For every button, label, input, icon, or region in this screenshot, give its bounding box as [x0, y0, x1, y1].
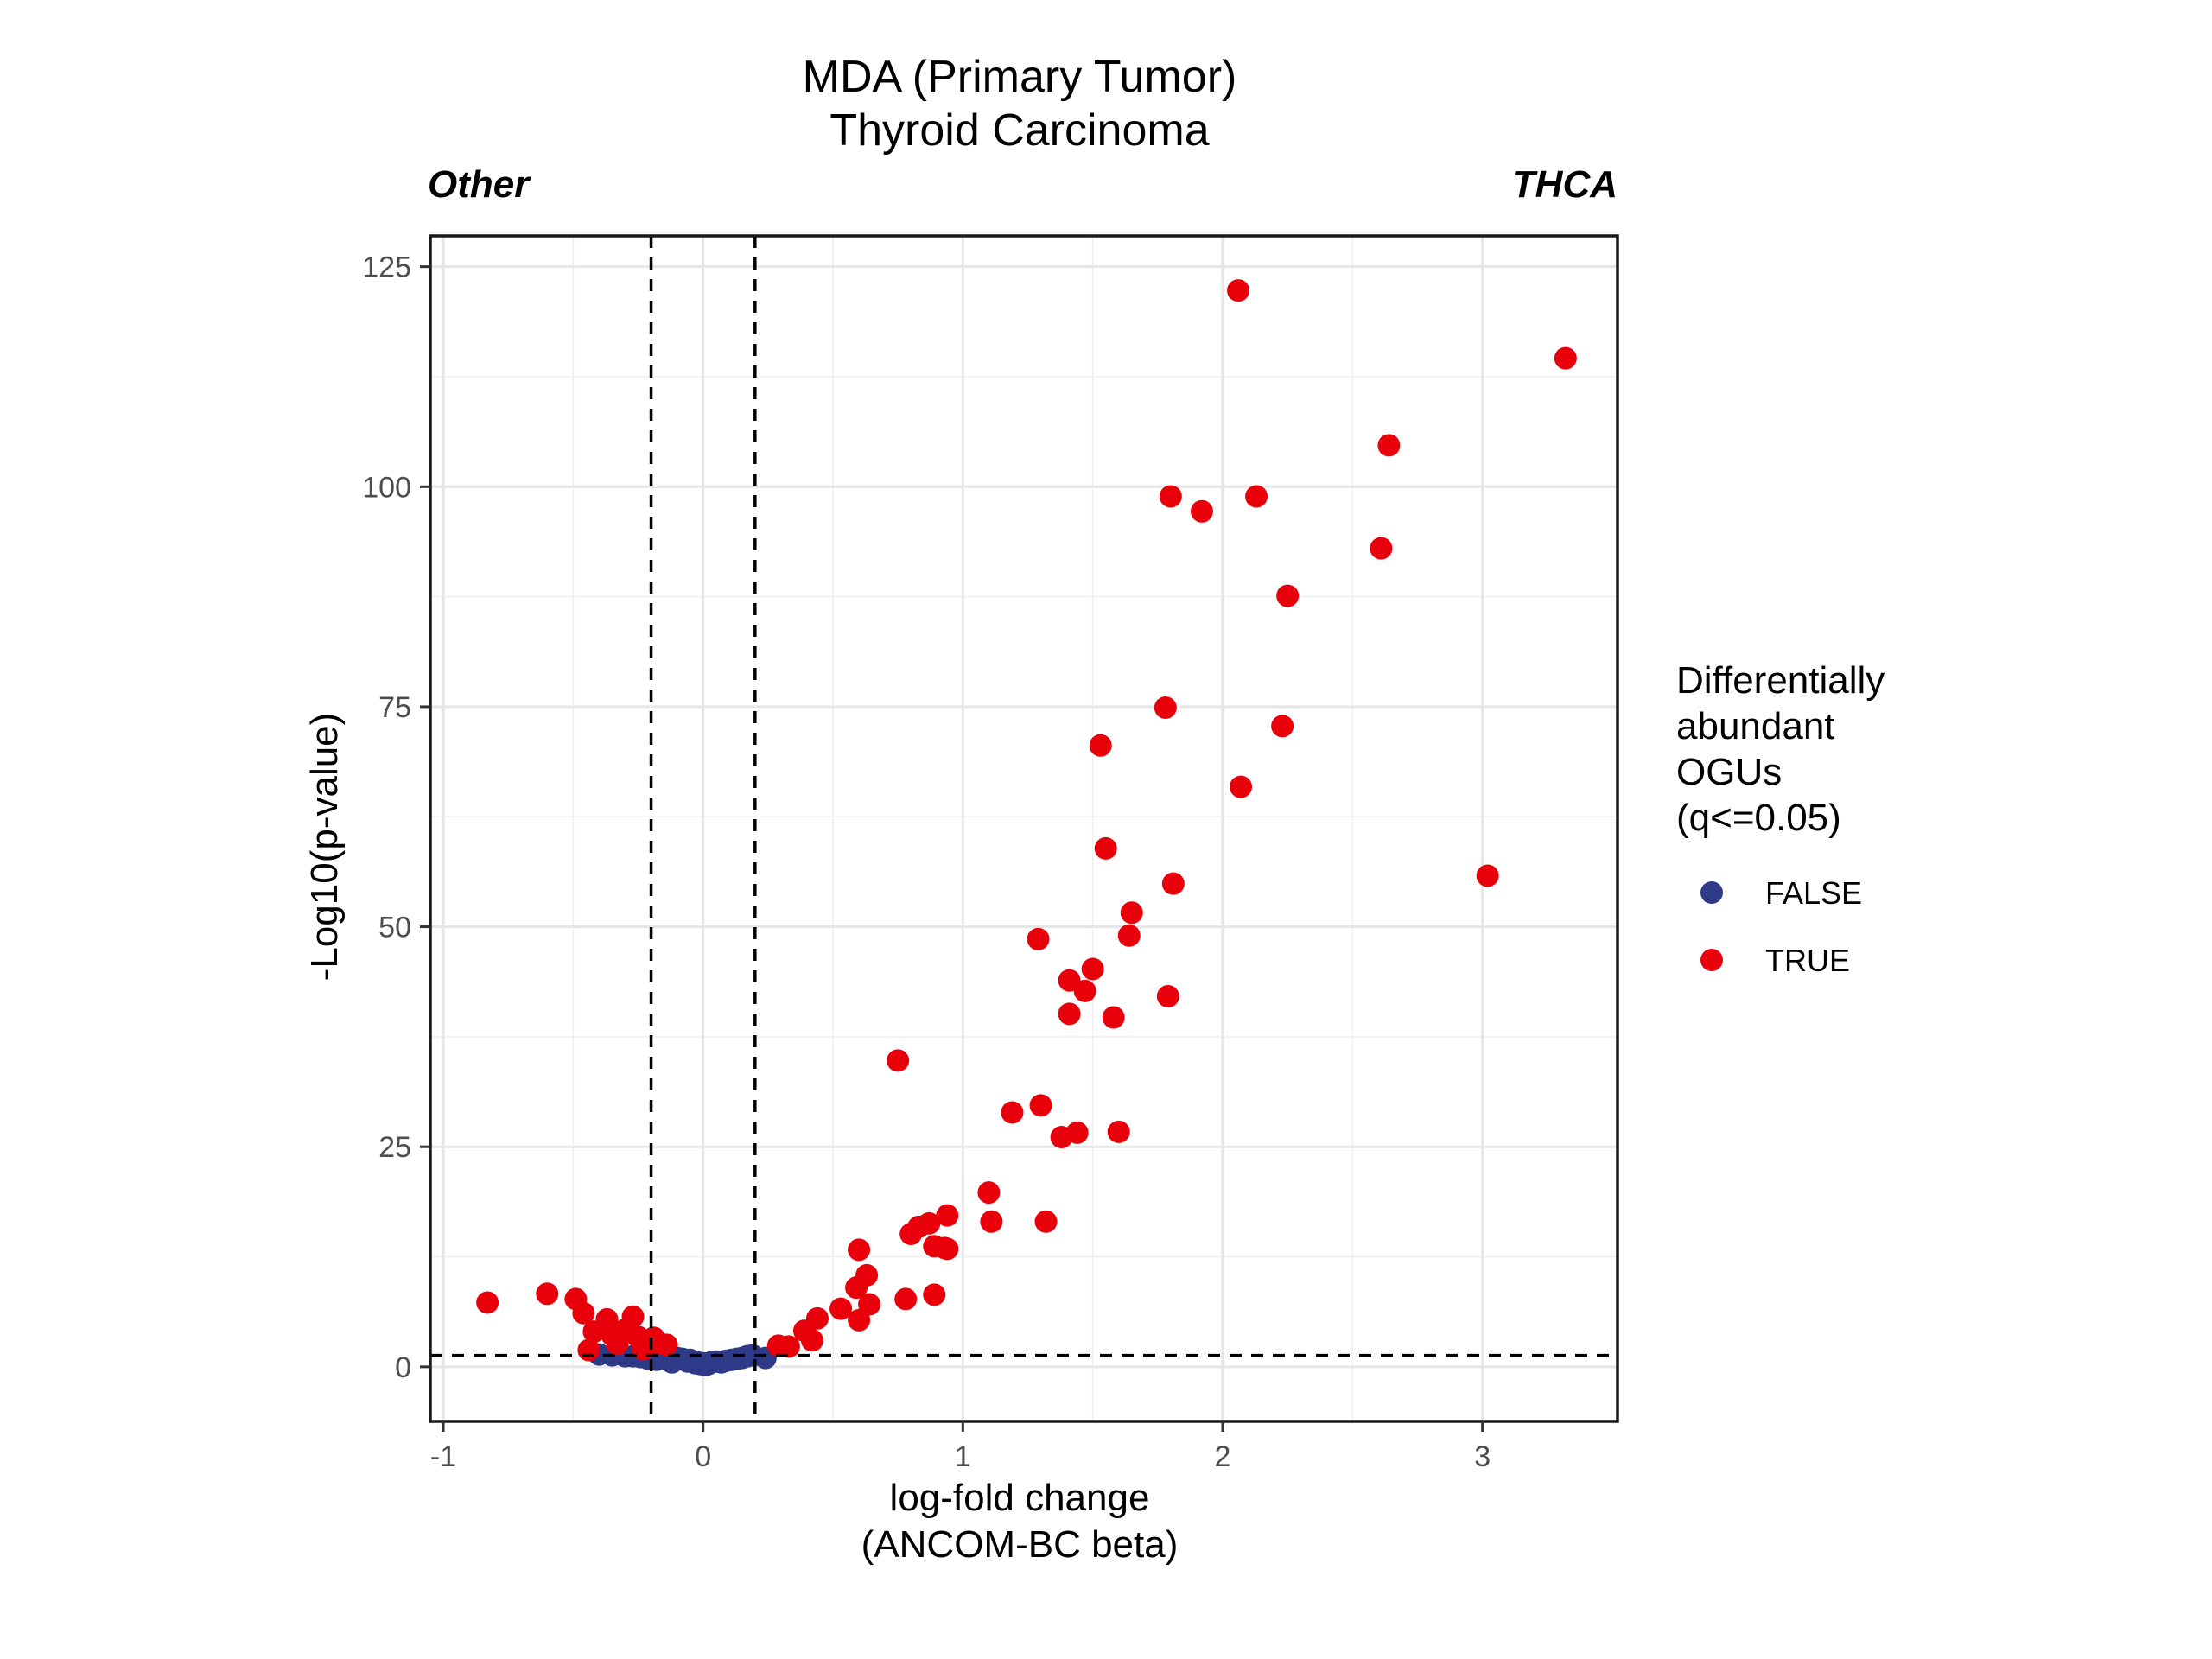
legend: Differentially abundant OGUs (q<=0.05) F… — [1676, 659, 1885, 978]
point-true — [536, 1282, 559, 1306]
x-tick-label: 1 — [955, 1440, 971, 1473]
point-true — [1156, 985, 1179, 1008]
point-true — [918, 1211, 941, 1235]
point-true — [1120, 901, 1143, 925]
series-true — [476, 279, 1577, 1362]
point-true — [1029, 1094, 1052, 1117]
point-true — [848, 1308, 871, 1332]
point-true — [1117, 924, 1141, 947]
point-true — [1107, 1120, 1130, 1143]
point-true — [572, 1301, 595, 1325]
axes: -1 0 1 2 3 0 25 50 75 100 125 — [362, 251, 1491, 1473]
point-true — [1058, 1002, 1081, 1026]
chart-titles: MDA (Primary Tumor) Thyroid Carcinoma Ot… — [428, 52, 1618, 206]
point-true — [1159, 485, 1182, 508]
point-true — [1230, 775, 1253, 798]
point-true — [830, 1297, 853, 1320]
point-true — [655, 1333, 678, 1357]
point-true — [1081, 957, 1104, 981]
point-true — [1190, 499, 1213, 523]
point-true — [621, 1305, 645, 1328]
legend-key-false — [1700, 881, 1723, 904]
left-group-label: Other — [428, 163, 531, 206]
point-true — [1073, 979, 1096, 1002]
point-true — [1094, 836, 1117, 860]
point-true — [1154, 696, 1177, 719]
point-true — [887, 1049, 910, 1072]
point-true — [855, 1263, 879, 1287]
y-tick-label: 100 — [362, 471, 411, 504]
point-true — [1102, 1006, 1125, 1029]
point-true — [1276, 584, 1300, 607]
right-group-label: THCA — [1512, 163, 1618, 206]
point-true — [1034, 1210, 1058, 1233]
point-true — [1377, 434, 1401, 457]
legend-title-line3: OGUs — [1676, 751, 1782, 793]
data-points — [476, 279, 1577, 1376]
legend-label-false: FALSE — [1765, 875, 1862, 911]
point-true — [805, 1306, 829, 1330]
threshold-lines — [430, 236, 1618, 1421]
y-tick-label: 0 — [395, 1351, 411, 1384]
point-true — [1161, 872, 1185, 895]
point-true — [1476, 864, 1499, 887]
x-axis-title-line1: log-fold change — [890, 1477, 1150, 1519]
y-axis-title: -Log10(p-value) — [303, 713, 346, 982]
y-tick-label: 125 — [362, 251, 411, 284]
point-true — [1554, 346, 1577, 370]
x-axis-title-line2: (ANCOM-BC beta) — [861, 1523, 1179, 1566]
chart-subtitle: Thyroid Carcinoma — [830, 105, 1209, 156]
point-true — [858, 1293, 881, 1316]
point-true — [1065, 1121, 1089, 1144]
x-tick-label: 0 — [695, 1440, 711, 1473]
x-tick-label: -1 — [430, 1440, 456, 1473]
point-true — [1227, 279, 1250, 302]
plot-panel-border — [429, 234, 1619, 1423]
axis-titles: log-fold change (ANCOM-BC beta) -Log10(p… — [303, 713, 1178, 1566]
point-true — [923, 1283, 946, 1306]
point-true — [980, 1210, 1003, 1233]
point-true — [894, 1287, 918, 1311]
legend-key-true — [1700, 949, 1723, 971]
point-true — [1271, 715, 1294, 738]
x-tick-label: 2 — [1215, 1440, 1231, 1473]
point-true — [977, 1181, 1001, 1205]
y-tick-label: 75 — [378, 691, 411, 724]
grid — [430, 236, 1618, 1421]
legend-title-line2: abundant — [1676, 705, 1835, 747]
y-tick-label: 25 — [378, 1131, 411, 1164]
x-tick-label: 3 — [1474, 1440, 1491, 1473]
legend-title-line1: Differentially — [1676, 659, 1885, 702]
point-true — [1027, 927, 1050, 950]
point-true — [848, 1238, 871, 1262]
point-true — [476, 1291, 499, 1314]
point-true — [800, 1329, 823, 1352]
point-true — [777, 1335, 800, 1358]
point-true — [936, 1204, 959, 1227]
point-true — [1089, 734, 1112, 757]
chart-title: MDA (Primary Tumor) — [803, 52, 1237, 102]
point-true — [1001, 1101, 1024, 1124]
point-true — [1370, 537, 1393, 560]
point-true — [936, 1237, 959, 1261]
legend-title-line4: (q<=0.05) — [1676, 797, 1841, 839]
y-tick-label: 50 — [378, 912, 411, 944]
point-true — [1245, 485, 1268, 508]
legend-label-true: TRUE — [1765, 943, 1850, 978]
